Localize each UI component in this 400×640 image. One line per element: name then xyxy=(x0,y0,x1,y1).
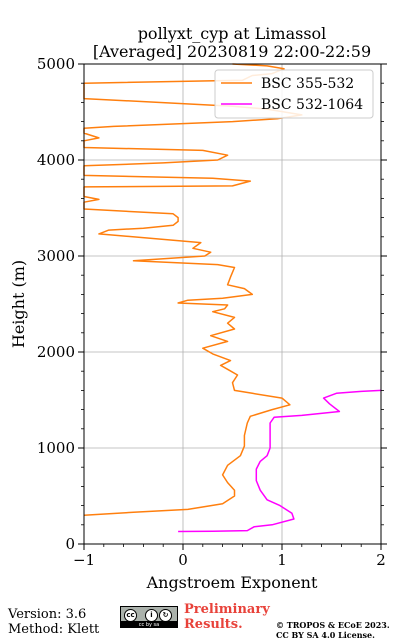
preliminary-line-2: Results. xyxy=(184,617,243,632)
plot-frame xyxy=(83,63,382,545)
series-layer xyxy=(83,63,382,533)
cc-icon: cc xyxy=(124,609,137,622)
series-line-bsc-355-532 xyxy=(83,63,303,516)
x-axis-label: Angstroem Exponent xyxy=(146,573,318,592)
method-text: Method: Klett xyxy=(8,622,100,637)
y-tick-label: 1000 xyxy=(37,439,75,457)
cc-badge-strip xyxy=(121,621,177,627)
y-tick-label: 0 xyxy=(65,535,75,553)
grid xyxy=(83,63,382,545)
copyright-line-1: © TROPOS & ECoE 2023. xyxy=(276,620,390,630)
y-tick-label: 5000 xyxy=(37,55,75,73)
preliminary-results-note: Preliminary Results. xyxy=(184,602,270,632)
y-tick-label: 2000 xyxy=(37,343,75,361)
y-axis-label: Height (m) xyxy=(9,260,28,348)
legend-box xyxy=(214,69,374,119)
chart-title-line-2: [Averaged] 20230819 22:00-22:59 xyxy=(93,42,371,61)
x-tick-label: 0 xyxy=(178,551,188,569)
legend-label-bsc-532-1064: BSC 532-1064 xyxy=(261,97,363,113)
legend: BSC 355-532 BSC 532-1064 xyxy=(214,69,374,119)
copyright-note: © TROPOS & ECoE 2023. CC BY SA 4.0 Licen… xyxy=(276,620,390,640)
x-tick-label: 2 xyxy=(376,551,386,569)
copyright-line-2: CC BY SA 4.0 License. xyxy=(276,630,375,640)
y-tick-label: 4000 xyxy=(37,151,75,169)
y-tick-label: 3000 xyxy=(37,247,75,265)
legend-label-bsc-355-532: BSC 355-532 xyxy=(261,76,354,92)
cc-badge-text: cc by sa xyxy=(138,622,160,628)
preliminary-line-1: Preliminary xyxy=(184,602,270,617)
cc-license-badge: cc i ↻ cc by sa xyxy=(120,606,178,628)
version-text: Version: 3.6 xyxy=(8,607,87,622)
chart-title-line-1: pollyxt_cyp at Limassol xyxy=(138,24,327,43)
series-line-bsc-532-1064 xyxy=(178,389,382,533)
x-tick-label: −1 xyxy=(73,551,95,569)
x-tick-label: 1 xyxy=(277,551,287,569)
